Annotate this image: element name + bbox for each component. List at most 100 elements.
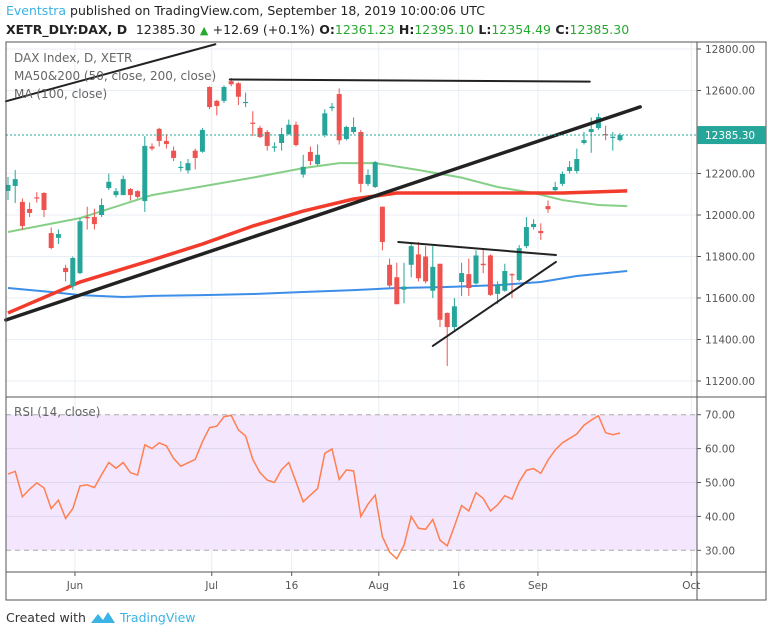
candle: [91, 208, 97, 230]
candle: [394, 262, 400, 305]
candle: [372, 161, 378, 189]
candle-body: [228, 81, 234, 85]
candle: [55, 229, 61, 245]
trendline: [4, 105, 642, 322]
open-label: O:: [319, 22, 335, 37]
tradingview-brand[interactable]: TradingView: [119, 609, 196, 625]
candle: [466, 258, 472, 296]
price-label: 12800.00: [705, 44, 755, 56]
candle-body: [264, 132, 270, 146]
candle-body: [545, 206, 551, 210]
candle-body: [135, 191, 141, 197]
candle-body: [559, 173, 565, 184]
low-label: L:: [478, 22, 492, 37]
low-value: 12354.49: [491, 22, 551, 37]
candle: [185, 158, 191, 174]
candle: [199, 127, 205, 153]
tradingview-logo-icon: [90, 612, 115, 623]
candle-body: [538, 230, 544, 234]
candle: [300, 154, 306, 178]
footer: Created with TradingView: [6, 609, 196, 625]
candle-body: [322, 113, 328, 136]
candle: [531, 219, 537, 230]
candle: [264, 129, 270, 151]
candle: [365, 169, 371, 186]
candle: [250, 111, 256, 137]
rsi-label: 70.00: [705, 410, 735, 422]
candle: [329, 102, 335, 112]
candle: [178, 161, 184, 172]
candle: [63, 264, 69, 282]
candle: [142, 136, 148, 212]
candle: [545, 200, 551, 213]
candle: [487, 254, 493, 296]
rsi-label: 50.00: [705, 478, 735, 490]
trendline: [397, 240, 557, 257]
candle: [581, 132, 587, 145]
candle-body: [423, 256, 429, 282]
time-label: Oct: [682, 580, 700, 592]
candle: [34, 192, 40, 203]
candle-body: [437, 263, 443, 320]
candle-body: [250, 122, 256, 124]
candle: [379, 206, 385, 251]
legend-ma100: MA (100, close): [14, 87, 108, 101]
candle-body: [430, 266, 436, 291]
candle-body: [235, 83, 241, 97]
candle: [207, 86, 213, 110]
high-value: 12395.10: [414, 22, 475, 37]
time-label: Sep: [528, 580, 548, 592]
candle: [5, 177, 11, 201]
candle: [77, 218, 83, 275]
candle: [451, 298, 457, 332]
candle: [99, 198, 105, 218]
candle: [235, 82, 241, 106]
time-label: 16: [452, 580, 466, 592]
close-value: 12385.30: [569, 22, 630, 37]
candle-body: [552, 186, 558, 191]
time-label: 16: [285, 580, 299, 592]
candle: [509, 273, 515, 298]
candle-body: [617, 135, 623, 141]
time-label: Aug: [369, 580, 390, 592]
candle-body: [372, 162, 378, 187]
candle: [214, 99, 220, 116]
candle-body: [495, 284, 501, 294]
candle-body: [113, 191, 119, 196]
candle-body: [34, 197, 40, 199]
candle-body: [473, 255, 479, 284]
candle: [430, 246, 436, 298]
candle: [192, 148, 198, 170]
candle-body: [588, 129, 594, 132]
candle: [27, 202, 33, 218]
symbol: XETR_DLY:DAX, D: [6, 22, 128, 37]
candle: [286, 119, 292, 136]
author-link[interactable]: Eventstra: [6, 3, 67, 18]
last-price: 12385.30: [135, 22, 196, 37]
candle-body: [365, 174, 371, 184]
candle: [473, 250, 479, 285]
price-label: 11600.00: [705, 293, 755, 305]
candle: [293, 121, 299, 147]
candle: [603, 125, 609, 141]
candle-body: [192, 150, 198, 158]
candle-body: [567, 167, 573, 172]
candle-body: [610, 136, 616, 138]
price-label: 11200.00: [705, 376, 755, 388]
candle-body: [415, 254, 421, 279]
candle-body: [307, 151, 313, 162]
candle: [279, 127, 285, 151]
candle-body: [387, 264, 393, 286]
created-with-text: Created with: [6, 609, 86, 625]
price-label: 11400.00: [705, 335, 755, 347]
candle: [12, 169, 18, 203]
candle-body: [293, 124, 299, 146]
candle-body: [286, 124, 292, 135]
candle: [567, 161, 573, 174]
up-triangle-icon: ▲: [199, 24, 209, 37]
candle: [343, 125, 349, 141]
candle-body: [48, 233, 54, 248]
legend-series: DAX Index, D, XETR: [14, 51, 133, 65]
candle-body: [480, 263, 486, 266]
